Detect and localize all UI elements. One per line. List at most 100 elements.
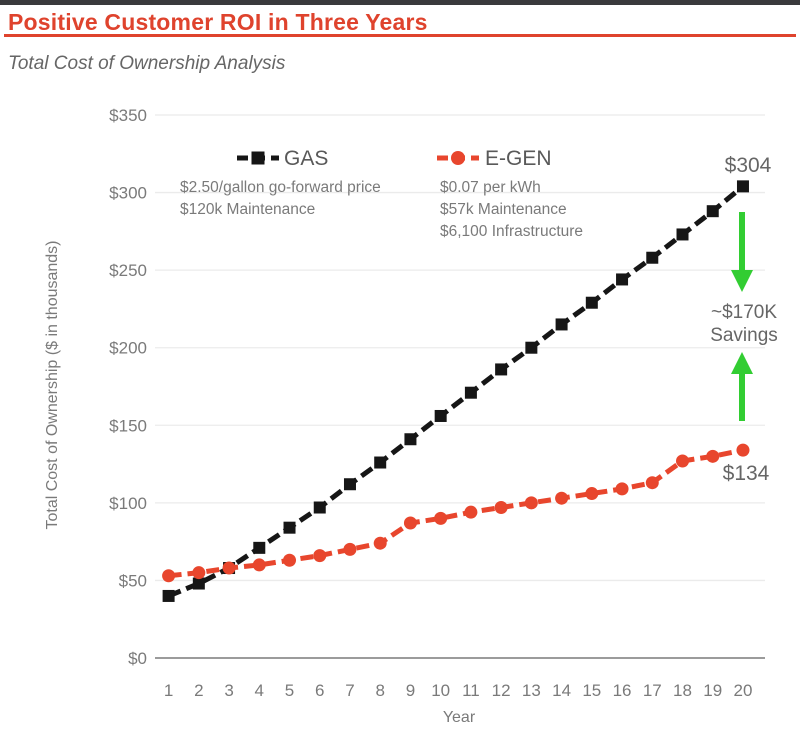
e-gen-marker [252, 558, 266, 572]
x-tick-label: 11 [462, 681, 480, 700]
window-top-strip [0, 0, 800, 5]
x-tick-label: 4 [255, 681, 264, 700]
gas-marker [434, 409, 447, 422]
egen-end-value-label: $134 [723, 462, 770, 485]
e-gen-marker [524, 496, 538, 510]
savings-arrow-down-head-icon [731, 270, 753, 292]
x-tick-label: 5 [285, 681, 294, 700]
gas-note-maintenance: $120k Maintenance [180, 201, 315, 218]
gas-legend-label: GAS [284, 147, 328, 170]
x-tick-label: 10 [431, 681, 450, 700]
e-gen-marker [585, 487, 599, 501]
gas-marker [525, 341, 538, 354]
gas-line [167, 184, 745, 599]
savings-text-label: Savings [710, 325, 778, 346]
x-tick-label: 18 [673, 681, 692, 700]
gas-marker [495, 363, 508, 376]
e-gen-marker [403, 516, 417, 530]
y-tick-label: $50 [119, 571, 147, 590]
gas-legend-square-marker [251, 151, 265, 165]
e-gen-marker [343, 542, 357, 556]
gridlines [155, 114, 765, 659]
egen-assumption-notes: $0.07 per kWh $57k Maintenance $6,100 In… [440, 179, 583, 240]
x-tick-label: 7 [345, 681, 354, 700]
legend-item-gas: GAS [237, 147, 328, 170]
legend-item-egen: E-GEN [437, 147, 552, 170]
e-gen-line [168, 447, 744, 579]
y-axis-tick-labels: $0 $50 $100 $150 $200 $250 $300 $350 [109, 106, 147, 668]
x-axis-tick-labels: 1 2 3 4 5 6 7 8 9 10 11 12 13 14 15 16 17 18 19 20 [164, 681, 753, 700]
gas-marker [404, 433, 417, 446]
e-gen-marker [283, 553, 297, 567]
e-gen-marker [434, 511, 448, 525]
page-title: Positive Customer ROI in Three Years [8, 9, 428, 35]
x-tick-label: 14 [552, 681, 571, 700]
x-tick-label: 13 [522, 681, 541, 700]
e-gen-marker [494, 501, 508, 515]
chart-legend: GAS E-GEN [237, 147, 552, 170]
gas-assumption-notes: $2.50/gallon go-forward price $120k Main… [180, 179, 381, 218]
y-tick-label: $100 [109, 494, 147, 513]
gas-marker [374, 456, 387, 469]
gas-marker [736, 180, 749, 193]
x-tick-label: 17 [643, 681, 662, 700]
egen-note-infrastructure: $6,100 Infrastructure [440, 223, 583, 240]
gas-marker [343, 478, 356, 491]
title-underline [4, 34, 796, 37]
savings-arrow-up-head-icon [731, 352, 753, 374]
gas-marker [162, 589, 175, 602]
egen-legend-circle-marker [451, 151, 465, 165]
x-axis-title: Year [443, 709, 476, 726]
e-gen-marker [222, 561, 236, 575]
y-tick-label: $150 [109, 416, 147, 435]
e-gen-marker [464, 505, 478, 519]
x-tick-label: 19 [703, 681, 722, 700]
gas-marker [313, 501, 326, 514]
savings-callout: ~$170K Savings [710, 212, 778, 421]
data-series [162, 180, 750, 602]
e-gen-marker [615, 482, 629, 496]
y-tick-label: $200 [109, 339, 147, 358]
x-tick-label: 16 [613, 681, 632, 700]
x-tick-label: 15 [582, 681, 601, 700]
gas-marker [585, 296, 598, 309]
gas-marker [676, 228, 689, 241]
egen-note-kwh: $0.07 per kWh [440, 179, 541, 196]
e-gen-marker [555, 491, 569, 505]
egen-note-maintenance: $57k Maintenance [440, 201, 567, 218]
y-tick-label: $0 [128, 649, 147, 668]
e-gen-marker [373, 536, 387, 550]
x-tick-label: 8 [375, 681, 384, 700]
e-gen-marker [313, 549, 327, 563]
e-gen-marker [192, 566, 206, 580]
e-gen-marker [676, 454, 690, 468]
gas-marker [616, 273, 629, 286]
gas-marker [555, 318, 568, 331]
gas-marker [464, 386, 477, 399]
gas-marker [646, 251, 659, 264]
x-tick-label: 2 [194, 681, 203, 700]
x-tick-label: 1 [164, 681, 173, 700]
egen-legend-label: E-GEN [485, 147, 552, 170]
page-subtitle: Total Cost of Ownership Analysis [8, 53, 286, 74]
y-tick-label: $250 [109, 261, 147, 280]
x-tick-label: 3 [224, 681, 233, 700]
gas-end-value-label: $304 [725, 154, 772, 177]
e-gen-marker [162, 569, 176, 583]
x-tick-label: 20 [734, 681, 753, 700]
x-tick-label: 9 [406, 681, 415, 700]
gas-marker [283, 521, 296, 534]
e-gen-marker [736, 443, 750, 457]
y-tick-label: $300 [109, 184, 147, 203]
e-gen-marker [706, 449, 720, 463]
savings-amount-label: ~$170K [711, 302, 777, 323]
x-tick-label: 6 [315, 681, 324, 700]
gas-note-price: $2.50/gallon go-forward price [180, 179, 381, 196]
x-tick-label: 12 [492, 681, 511, 700]
y-tick-label: $350 [109, 106, 147, 125]
e-gen-marker [645, 476, 659, 490]
gas-marker [706, 205, 719, 218]
gas-marker [192, 577, 205, 590]
